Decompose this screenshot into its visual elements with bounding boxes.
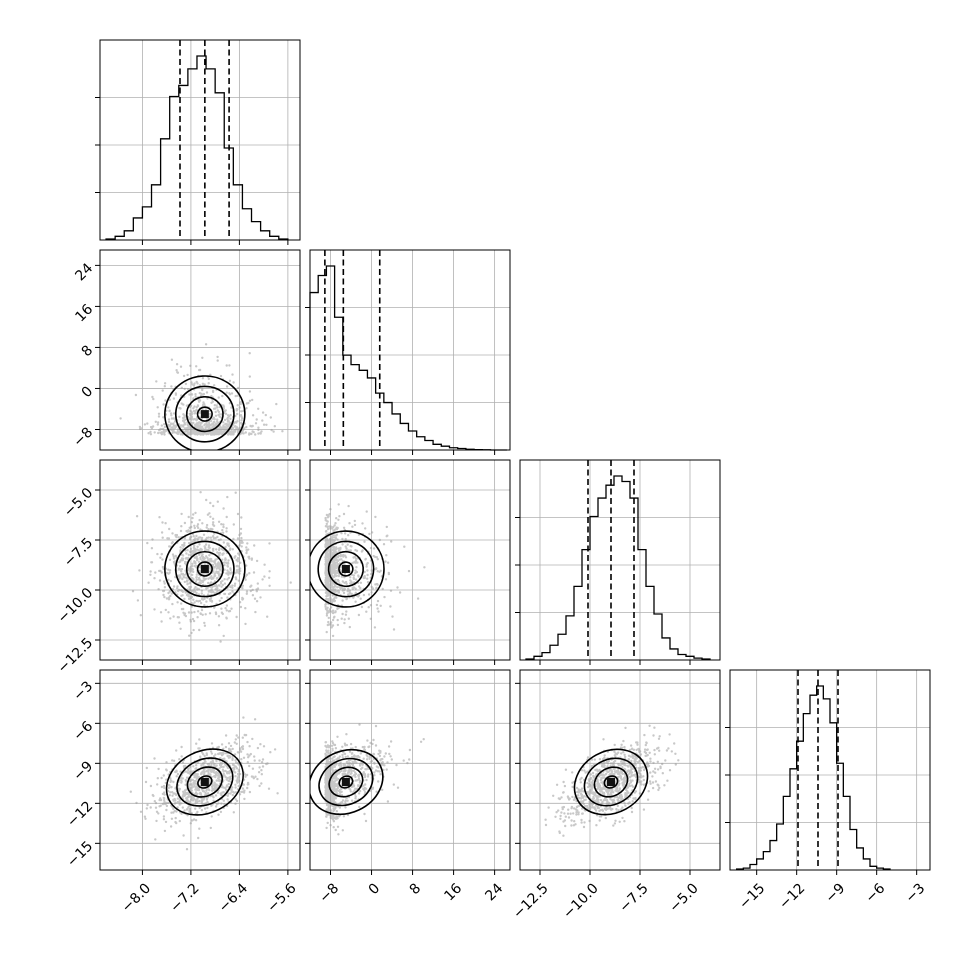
- x-tick-label-0-1: −7.2: [167, 880, 202, 915]
- panel-2-1-contour-2: [317, 540, 375, 598]
- panel-1-0-peak: [200, 410, 209, 419]
- panel-2-1-contour-0: [338, 561, 354, 577]
- panel-3-0-contour-0: [197, 775, 213, 789]
- x-tick-label-1-0: −8: [316, 880, 342, 906]
- y-tick-label-1-2: 8: [79, 342, 97, 360]
- panel-3-0-contour-1: [186, 766, 224, 798]
- panel-3-0-contour-2: [176, 757, 234, 807]
- x-tick-label-2-0: −12.5: [510, 880, 552, 922]
- x-tick-label-3-4: −3: [902, 880, 928, 906]
- panel-1-0-contour-3: [164, 375, 246, 450]
- x-tick-label-2-2: −7.5: [616, 880, 651, 915]
- y-tick-label-3-3: −6: [70, 718, 96, 744]
- panel-3-2-contour-3: [573, 748, 649, 816]
- x-tick-label-1-3: 16: [441, 880, 465, 904]
- panel-3-0-marks: [129, 716, 279, 851]
- panel-3-2-contour-1: [593, 766, 629, 798]
- panel-2-0-contour-1: [185, 550, 224, 588]
- y-tick-label-3-2: −9: [70, 758, 96, 784]
- panel-2-0-marks: [131, 491, 292, 643]
- x-tick-label-3-3: −6: [862, 880, 888, 906]
- hist-0-frame: [99, 39, 301, 241]
- y-tick-label-1-0: −8: [70, 424, 96, 450]
- panel-3-2-contour-2: [583, 757, 639, 807]
- scatter-panel-1-0: [95, 249, 301, 455]
- scatter-panel-3-0: [95, 669, 301, 875]
- panel-1-0-contour-1: [185, 395, 224, 433]
- histogram-3: [736, 685, 891, 870]
- panel-1-0-marks: [119, 343, 284, 450]
- histogram-2: [525, 475, 711, 660]
- panel-2-0-contour-0: [196, 561, 213, 577]
- x-tick-label-3-0: −15: [736, 880, 768, 912]
- y-tick-label-3-4: −3: [70, 678, 96, 704]
- panel-3-0-peak: [200, 778, 209, 786]
- y-tick-label-3-1: −12: [64, 798, 96, 830]
- x-tick-label-0-3: −5.6: [264, 880, 299, 915]
- panel-3-2-peak: [607, 778, 615, 786]
- scatter-panel-3-1: [305, 669, 511, 875]
- y-tick-label-2-3: −5.0: [61, 485, 96, 520]
- panel-3-1-marks: [310, 723, 425, 836]
- histogram-0: [105, 55, 289, 240]
- panel-3-2-frame: [519, 669, 721, 871]
- hist-2-frame: [519, 459, 721, 661]
- x-tick-label-0-0: −8.0: [119, 880, 154, 915]
- panel-3-2-contour-0: [603, 775, 619, 789]
- histogram-1: [309, 265, 507, 451]
- y-tick-label-2-0: −12.5: [55, 635, 97, 677]
- panel-2-1-peak: [341, 565, 350, 573]
- panel-1-0-frame: [99, 249, 301, 451]
- panel-1-0-contour-0: [196, 406, 213, 422]
- panel-3-1-contour-2: [318, 757, 374, 807]
- hist-panel-1: [305, 249, 511, 455]
- panel-3-1-peak: [341, 778, 350, 786]
- panel-2-1-samples: [324, 503, 426, 638]
- scatter-panel-2-1: [305, 459, 511, 665]
- scatter-panel-3-2: [515, 669, 721, 875]
- panel-2-0-frame: [99, 459, 301, 661]
- hist-3-frame: [729, 669, 931, 871]
- x-tick-label-1-1: 0: [366, 880, 384, 898]
- hist-panel-3: [725, 669, 931, 875]
- panel-1-0-contour-2: [174, 385, 235, 443]
- y-tick-label-2-2: −7.5: [61, 535, 96, 570]
- panel-3-1-contour-1: [328, 766, 364, 798]
- y-tick-label-2-1: −10.0: [55, 585, 97, 627]
- hist-panel-0: [95, 39, 301, 245]
- hist-panel-2: [515, 459, 721, 665]
- x-tick-label-3-2: −9: [822, 880, 848, 906]
- panel-3-1-contour-0: [338, 775, 354, 789]
- panel-2-0-peak: [200, 565, 209, 573]
- x-tick-label-3-1: −12: [776, 880, 808, 912]
- panel-3-1-contour-3: [310, 748, 384, 816]
- panel-3-1-frame: [309, 669, 511, 871]
- y-tick-label-3-0: −15: [64, 838, 96, 870]
- panel-2-0-contour-2: [174, 540, 235, 598]
- x-tick-label-0-2: −6.4: [216, 880, 251, 915]
- panel-3-2-marks: [544, 724, 680, 837]
- x-tick-label-1-2: 8: [407, 880, 425, 898]
- y-tick-label-1-1: 0: [79, 383, 97, 401]
- panel-2-1-contour-1: [327, 550, 365, 588]
- panel-2-1-contour-3: [310, 530, 385, 608]
- panel-2-0-contour-3: [164, 530, 246, 608]
- panel-2-1-frame: [309, 459, 511, 661]
- x-tick-label-1-4: 24: [482, 880, 506, 904]
- y-tick-label-1-4: 24: [72, 260, 96, 284]
- panel-3-0-frame: [99, 669, 301, 871]
- y-tick-label-1-3: 16: [72, 301, 96, 325]
- hist-1-frame: [309, 249, 511, 451]
- x-tick-label-2-1: −10.0: [560, 880, 602, 922]
- panel-3-0-contour-3: [165, 748, 244, 816]
- scatter-panel-2-0: [95, 459, 301, 665]
- x-tick-label-2-3: −5.0: [666, 880, 701, 915]
- panel-2-1-marks: [310, 503, 426, 638]
